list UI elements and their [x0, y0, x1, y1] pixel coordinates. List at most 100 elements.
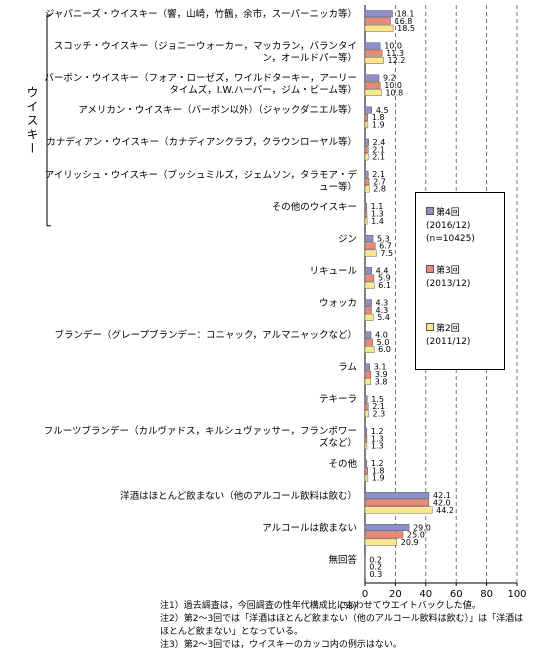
- legend-name-row: 第2回: [426, 323, 470, 336]
- bar: [364, 202, 367, 210]
- value-label: 1.3: [371, 442, 384, 451]
- bar: [364, 538, 397, 546]
- value-label: 18.1: [397, 10, 415, 19]
- value-label: 1.3: [371, 434, 384, 443]
- legend-swatch: [426, 323, 434, 331]
- bar: [364, 185, 370, 193]
- x-tick-label: 0: [362, 589, 368, 600]
- category-label: フルーツブランデー（カルヴァドス，キルシュヴァッサー，フランボワーズなど）: [43, 426, 357, 450]
- x-tick-label: 100: [507, 589, 526, 600]
- value-label: 42.0: [433, 498, 451, 507]
- value-label: 42.1: [433, 491, 451, 500]
- value-label: 3.8: [375, 377, 388, 386]
- bar: [364, 24, 394, 32]
- bar: [364, 89, 382, 97]
- category-label: アルコールは飲まない: [262, 522, 357, 534]
- bar: [364, 121, 369, 129]
- bar: [364, 210, 368, 218]
- value-label: 4.3: [376, 299, 389, 308]
- x-tick-label: 40: [419, 589, 432, 600]
- legend-item: 第3回 (2013/12): [426, 265, 470, 291]
- bar: [364, 459, 368, 467]
- value-label: 1.9: [372, 120, 385, 129]
- value-label: 2.1: [372, 170, 385, 179]
- legend-detail: (n=10425): [426, 234, 475, 244]
- bar: [364, 235, 374, 242]
- bar: [364, 10, 393, 18]
- legend-name: 第2回: [436, 324, 460, 334]
- category-label: アメリカン・ウイスキー（バーボン以外）（ジャックダニエル等）: [78, 105, 357, 117]
- legend-item: 第4回 (2016/12) (n=10425): [426, 207, 475, 246]
- value-label: 25.0: [407, 531, 425, 540]
- value-label: 7.5: [380, 249, 393, 258]
- value-label: 4.3: [376, 306, 389, 315]
- bar: [364, 306, 372, 314]
- note: 注2）第2～3回では「洋酒はほとんど飲まない（他のアルコール飲料は飲む）」は「洋…: [160, 614, 524, 637]
- category-label: その他: [328, 458, 357, 470]
- value-label: 1.2: [371, 459, 384, 468]
- bar: [364, 49, 383, 57]
- bar: [364, 281, 375, 289]
- bar: [364, 57, 384, 64]
- category-label: リキュール: [309, 265, 357, 277]
- category-label: ブランデー（グレープブランデー：コニャック，アルマニャックなど）: [54, 330, 357, 342]
- category-label: その他のウイスキー: [271, 201, 357, 213]
- value-label: 0.2: [369, 555, 382, 564]
- value-label: 12.2: [388, 56, 406, 65]
- bar: [364, 274, 375, 282]
- value-label: 9.2: [383, 74, 396, 83]
- bar: [364, 178, 370, 186]
- value-label: 10.0: [384, 81, 402, 90]
- value-label: 6.1: [378, 281, 391, 290]
- bar: [364, 242, 376, 250]
- bar: [364, 402, 369, 410]
- value-label: 5.3: [377, 234, 390, 243]
- value-label: 1.5: [371, 395, 384, 404]
- legend-detail: (2011/12): [426, 337, 471, 347]
- value-label: 1.3: [371, 209, 384, 218]
- category-label: 無回答: [328, 554, 357, 566]
- value-label: 29.0: [413, 523, 431, 532]
- bar: [364, 410, 369, 418]
- bar: [364, 81, 381, 89]
- value-label: 1.8: [372, 113, 385, 122]
- bar: [364, 313, 374, 321]
- value-label: 1.2: [371, 427, 384, 436]
- x-axis-label: (%): [339, 601, 356, 612]
- value-label: 10.8: [385, 88, 403, 97]
- value-label: 3.9: [375, 370, 388, 379]
- bar: [364, 435, 368, 442]
- value-label: 4.4: [376, 266, 389, 275]
- legend-name: 第3回: [436, 266, 460, 276]
- value-label: 2.8: [373, 185, 386, 194]
- legend-name-row: 第3回: [426, 265, 470, 278]
- value-label: 3.1: [374, 363, 387, 372]
- value-label: 1.8: [372, 466, 385, 475]
- value-label: 0.3: [369, 570, 382, 579]
- bar: [364, 531, 404, 539]
- bar: [364, 467, 368, 475]
- legend-swatch: [426, 265, 434, 273]
- value-label: 6.0: [378, 345, 391, 354]
- bar: [364, 113, 368, 121]
- bar: [364, 138, 369, 146]
- bar: [364, 427, 368, 435]
- value-label: 2.4: [373, 138, 386, 147]
- bar: [364, 106, 373, 114]
- bar: [364, 395, 368, 403]
- value-label: 2.3: [372, 409, 385, 418]
- bar: [364, 74, 380, 82]
- value-label: 4.5: [376, 106, 389, 115]
- legend-name: 第4回: [436, 208, 460, 218]
- category-label: バーボン・ウイスキー（フォア・ローゼズ，ワイルドターキー，アーリータイムズ，I.…: [44, 73, 357, 97]
- bar: [364, 524, 410, 531]
- bar: [364, 267, 372, 275]
- value-label: 5.4: [377, 313, 390, 322]
- value-label: 5.0: [377, 338, 390, 347]
- bar: [364, 331, 372, 339]
- value-label: 0.2: [369, 563, 382, 572]
- category-label: ジャパニーズ・ウイスキー（響，山崎，竹鶴，余市，スーパーニッカ等）: [44, 9, 357, 20]
- category-label: ジン: [337, 233, 357, 245]
